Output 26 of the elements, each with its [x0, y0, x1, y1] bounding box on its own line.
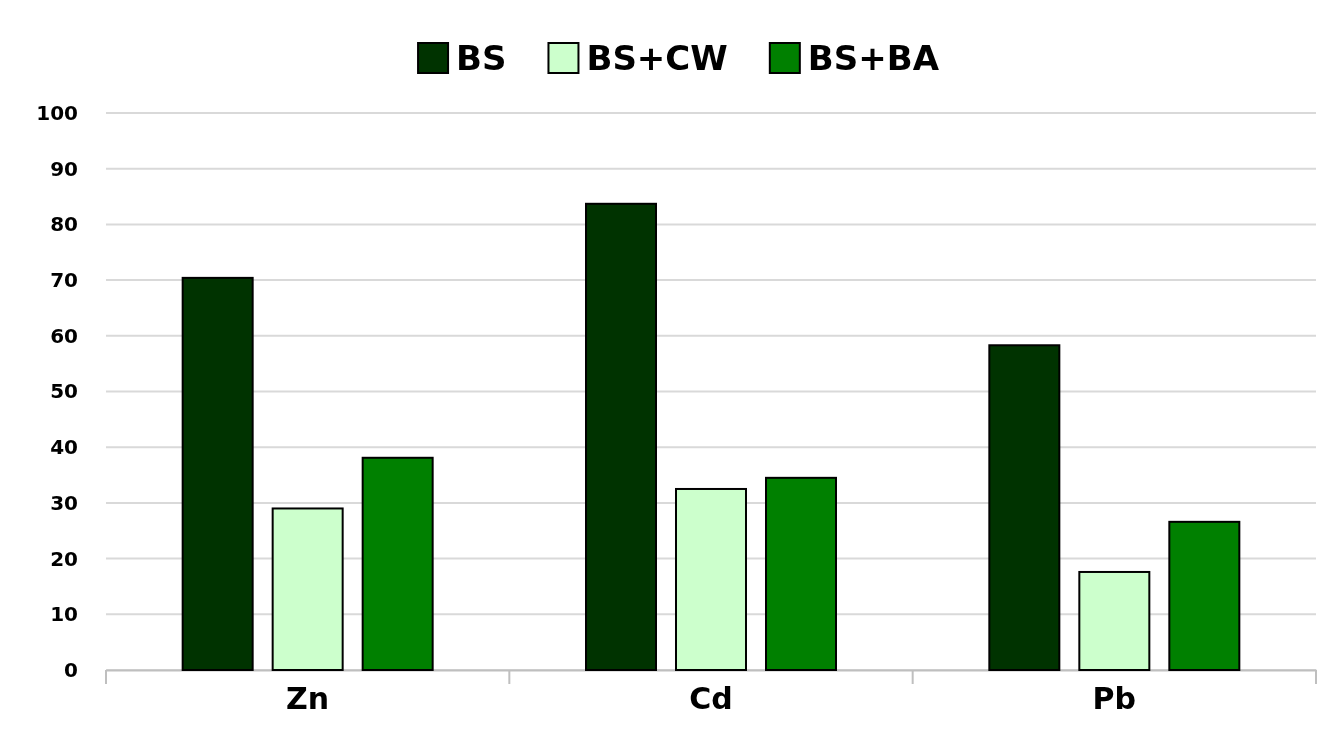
- x-tick-label: Zn: [286, 681, 330, 717]
- y-tick-label: 80: [50, 212, 78, 237]
- legend-label: BS: [456, 38, 507, 78]
- bar: [1078, 570, 1151, 671]
- bar: [271, 507, 344, 671]
- y-tick-label: 50: [50, 379, 78, 404]
- legend-label: BS+BA: [807, 38, 940, 78]
- y-tick-label: 0: [64, 657, 78, 682]
- legend-label: BS+CW: [586, 38, 728, 78]
- x-tick-label: Pb: [1092, 681, 1137, 717]
- bar: [988, 344, 1061, 671]
- bar: [361, 456, 434, 671]
- y-tick-label: 20: [50, 546, 78, 571]
- y-tick-label: 60: [50, 323, 78, 348]
- y-tick-label: 100: [36, 100, 78, 125]
- y-tick-label: 70: [50, 268, 78, 292]
- bar: [181, 276, 254, 671]
- bar: [585, 202, 657, 671]
- y-tick-label: 30: [50, 490, 78, 515]
- y-tick-label: 90: [50, 156, 78, 181]
- bar: [765, 476, 837, 671]
- bar: [675, 487, 747, 671]
- bar: [1168, 520, 1241, 671]
- y-tick-label: 40: [50, 435, 78, 460]
- x-tick-label: Cd: [689, 681, 733, 717]
- y-tick-label: 10: [50, 602, 78, 627]
